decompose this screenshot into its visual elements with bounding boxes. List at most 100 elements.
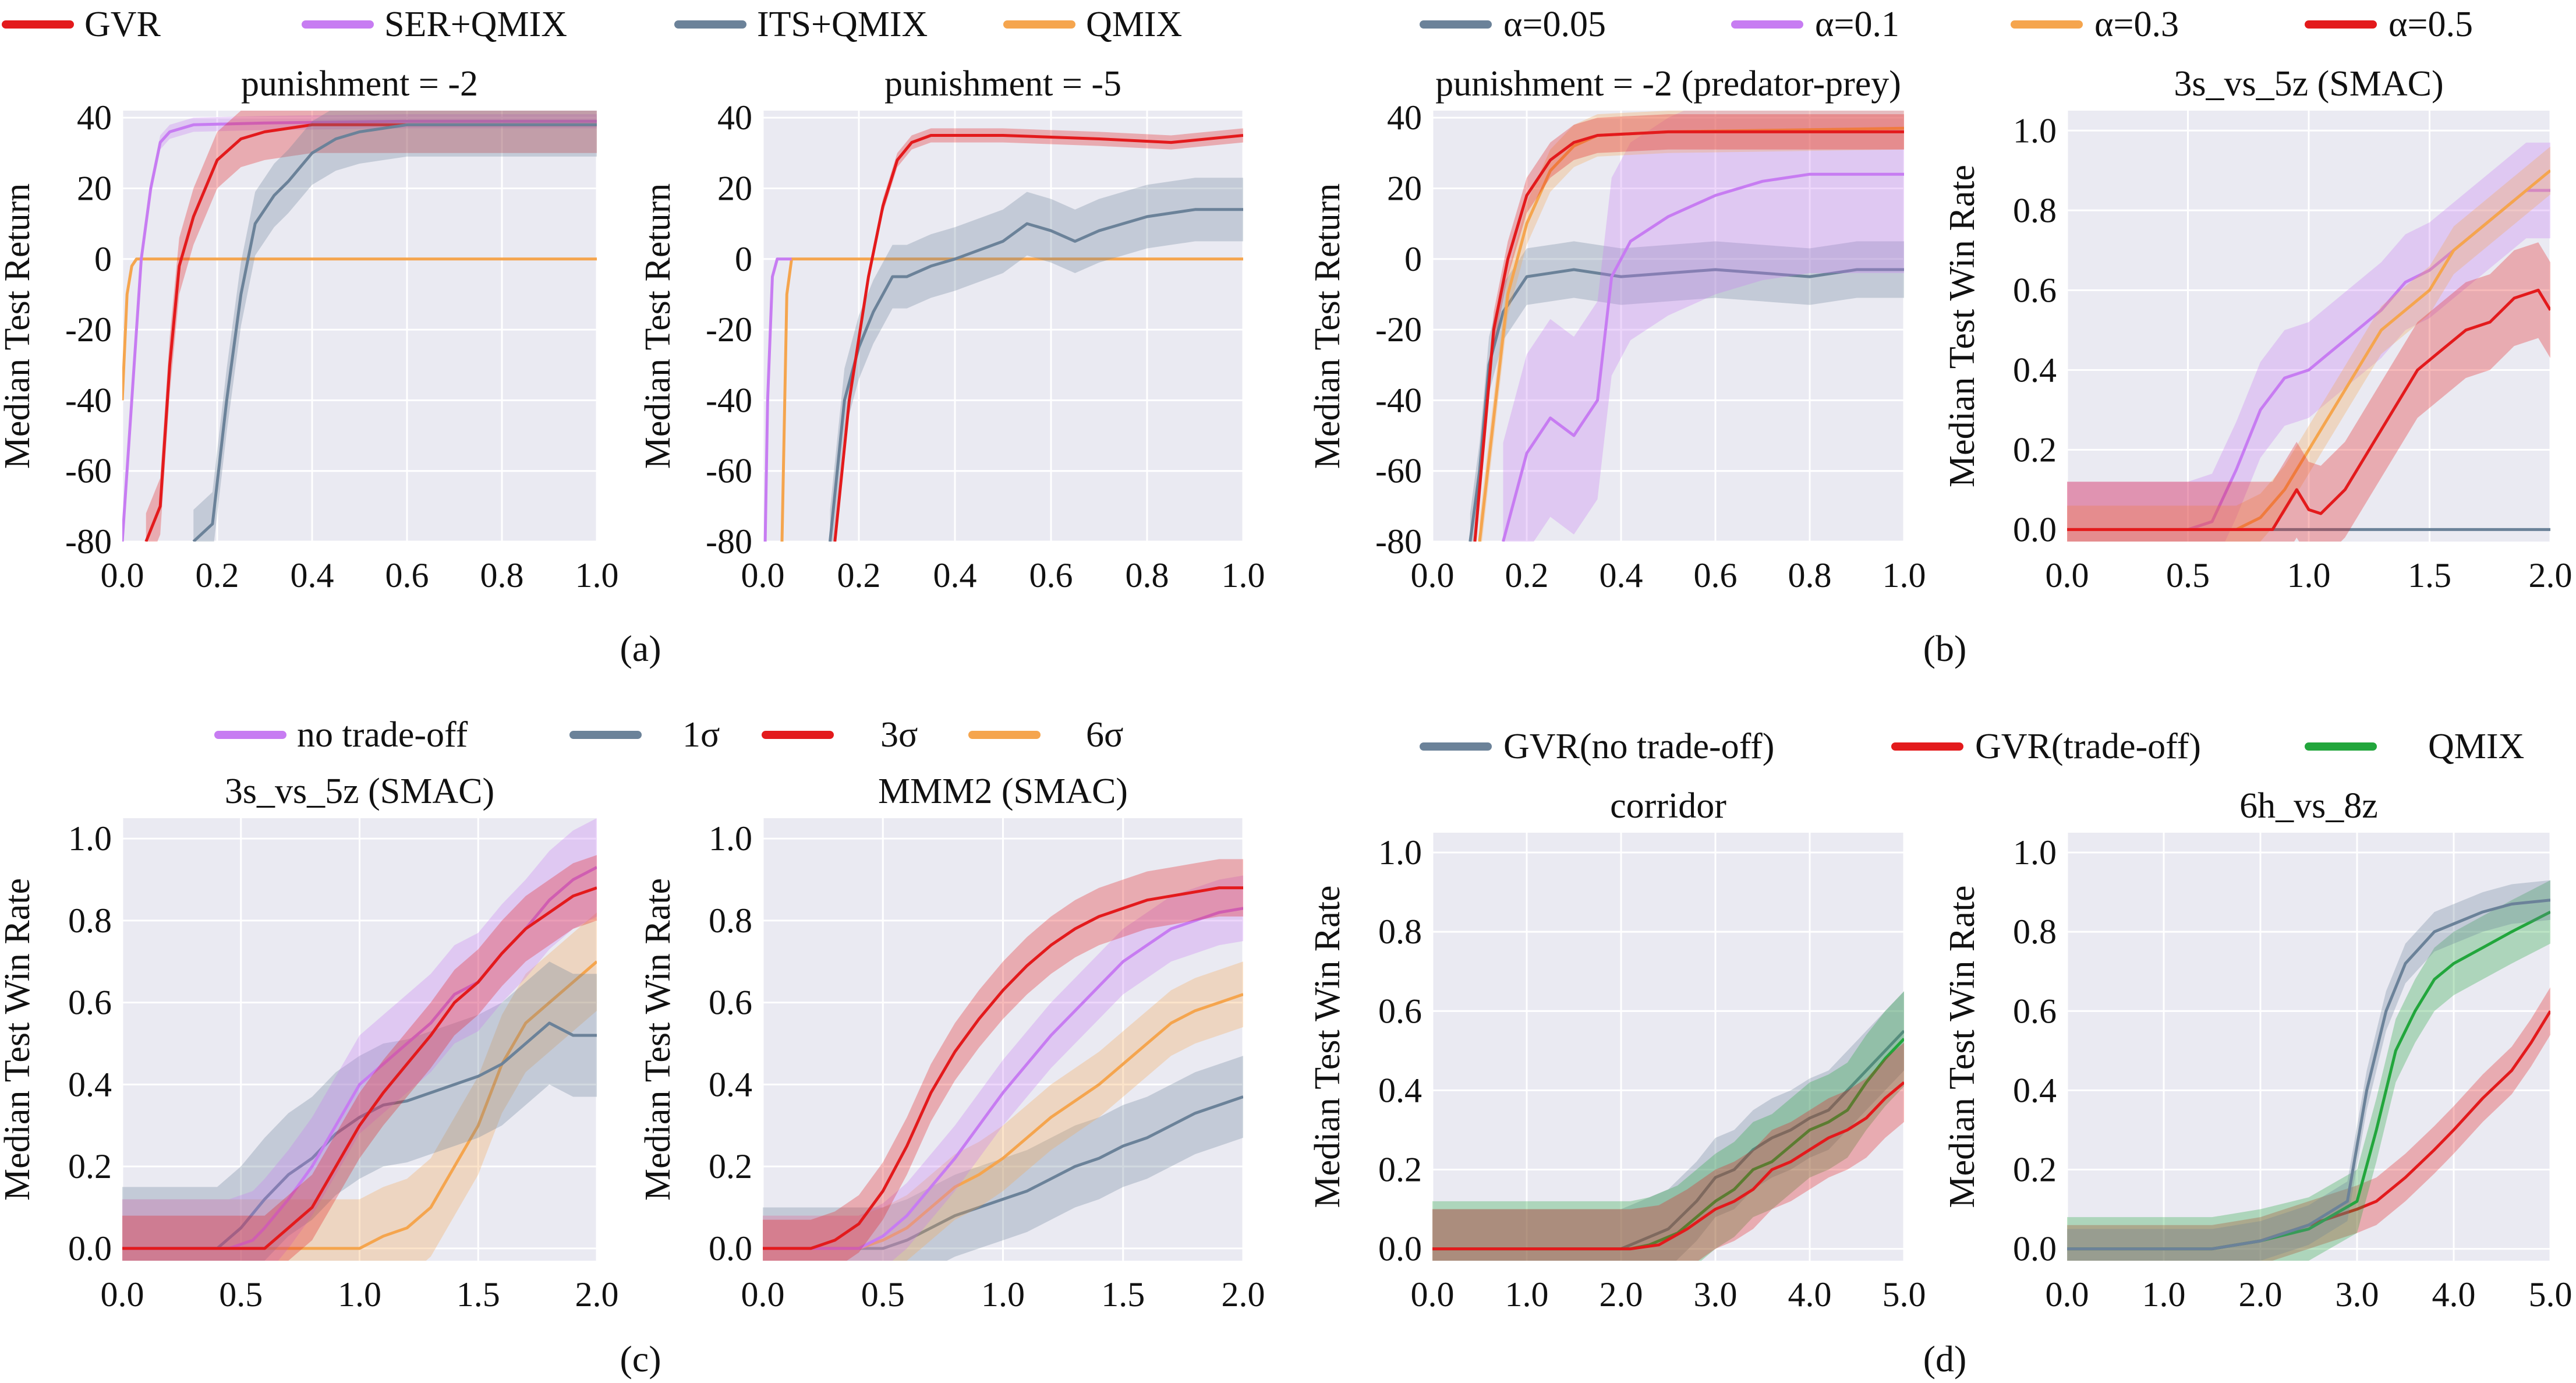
y-tick-label: 0.2 (2013, 1150, 2057, 1189)
chart-panel-d-right: 0.0 1.0 2.0 3.0 4.0 5.0 0.0 0.2 0.4 0.6 0.8 1.0 6h_v… (1942, 786, 2573, 1314)
chart-title: 3s_vs_5z (SMAC) (225, 772, 494, 811)
x-tick-label: 1.0 (2287, 556, 2331, 595)
y-tick-label: -40 (1375, 381, 1422, 419)
series-layer (763, 859, 1243, 1261)
y-tick-label: -60 (65, 452, 112, 490)
y-tick-label: 0.8 (1378, 912, 1422, 951)
y-axis-label: Median Test Win Rate (1942, 165, 1982, 487)
series-band (122, 961, 597, 1261)
x-tick-label: 1.5 (2408, 556, 2451, 595)
x-tick-label: 3.0 (2336, 1275, 2379, 1314)
series-band (193, 111, 597, 542)
caption-b: (b) (1923, 628, 1967, 669)
x-tick-label: 0.0 (741, 1275, 785, 1314)
x-tick-label: 1.0 (338, 1275, 381, 1314)
caption-a: (a) (620, 628, 661, 669)
y-tick-label: 0.2 (2013, 430, 2057, 469)
x-tick-label: 4.0 (1788, 1275, 1832, 1314)
x-tick-label: 0.0 (2046, 1275, 2089, 1314)
x-tick-label: 0.4 (291, 556, 334, 595)
series-band (122, 855, 597, 1261)
chart-panel-b-left: 0.0 0.2 0.4 0.6 0.8 1.0 -80 -60 -40 -20 0 20 40 punis… (1308, 64, 1926, 595)
plot-area (1432, 111, 1904, 542)
plot-area (2067, 833, 2550, 1261)
series-layer (2067, 142, 2550, 542)
legend-label-1sigma: 1σ (682, 715, 720, 755)
y-tick-label: 40 (717, 98, 752, 137)
y-tick-label: 0.0 (2013, 510, 2057, 549)
series-line (1473, 130, 1904, 542)
series-line (763, 1095, 1243, 1250)
legend-label-3sigma: 3σ (880, 715, 918, 755)
y-tick-label: 0.2 (68, 1147, 112, 1186)
series-layer (763, 128, 1243, 542)
x-tick-label: 0.5 (861, 1275, 905, 1314)
series-line (1469, 268, 1904, 542)
y-tick-label: 0.6 (68, 984, 112, 1022)
y-axis-label: Median Test Return (0, 183, 37, 469)
y-tick-label: -60 (1375, 452, 1422, 490)
series-line (122, 1021, 597, 1250)
y-tick-label: 40 (1387, 98, 1422, 137)
y-tick-label: 20 (717, 169, 752, 207)
series-layer (1469, 111, 1904, 542)
series-line (2067, 288, 2550, 531)
y-tick-label: 40 (77, 98, 112, 137)
series-layer (2067, 880, 2550, 1261)
y-axis-label: Median Test Return (638, 183, 678, 469)
x-tick-label: 2.0 (2239, 1275, 2283, 1314)
series-line (122, 866, 597, 1250)
y-tick-label: 0.8 (68, 901, 112, 940)
series-band (763, 875, 1243, 1261)
series-band (2067, 880, 2550, 1261)
chart-panel-d-left: 0.0 1.0 2.0 3.0 4.0 5.0 0.0 0.2 0.4 0.6 0.8 1.0 corr… (1308, 786, 1926, 1314)
series-band (830, 178, 1243, 542)
series-band (763, 961, 1243, 1261)
y-axis-label: Median Test Win Rate (0, 878, 37, 1201)
series-line (2067, 169, 2550, 531)
series-band (2067, 987, 2550, 1261)
x-tick-label: 0.4 (1600, 556, 1643, 595)
y-tick-label: -80 (706, 522, 752, 561)
series-band (2067, 880, 2550, 1261)
legend-label-alpha-01: α=0.1 (1815, 5, 1899, 44)
y-tick-label: 0.2 (1378, 1150, 1422, 1189)
x-tick-label: 4.0 (2432, 1275, 2476, 1314)
x-tick-label: 0.6 (385, 556, 429, 595)
legend-label-no-trade-off: no trade-off (297, 715, 468, 755)
y-tick-label: 0.4 (709, 1065, 752, 1103)
series-band (122, 912, 597, 1261)
x-tick-label: 0.2 (1505, 556, 1549, 595)
y-tick-label: 0.6 (1378, 992, 1422, 1030)
series-band (763, 859, 1243, 1261)
x-tick-label: 0.8 (480, 556, 524, 595)
x-tick-label: 0.6 (1694, 556, 1738, 595)
series-line (763, 993, 1243, 1250)
legend-label-6sigma: 6σ (1086, 715, 1123, 755)
x-tick-label: 1.5 (1101, 1275, 1145, 1314)
x-tick-label: 1.0 (1505, 1275, 1549, 1314)
chart-panel-c-right: 0.0 0.5 1.0 1.5 2.0 0.0 0.2 0.4 0.6 0.8 1.0 MMM2 (S… (638, 772, 1265, 1314)
y-tick-label: 20 (77, 169, 112, 207)
x-tick-label: 2.0 (1222, 1275, 1265, 1314)
legend-label-alpha-005: α=0.05 (1503, 5, 1606, 44)
series-line (829, 208, 1243, 542)
series-line (833, 134, 1243, 542)
y-tick-label: -40 (706, 381, 752, 419)
series-band (1432, 991, 1904, 1261)
x-tick-label: 0.2 (837, 556, 881, 595)
series-line (780, 257, 1243, 542)
series-line (1432, 1081, 1904, 1251)
y-axis-label: Median Test Return (1308, 183, 1347, 469)
chart-panel-a-right: 0.0 0.2 0.4 0.6 0.8 1.0 -80 -60 -40 -20 0 20 40 punis… (638, 64, 1265, 595)
legend-label-alpha-03: α=0.3 (2094, 5, 2179, 44)
y-tick-label: 1.0 (2013, 833, 2057, 872)
y-tick-label: 0.0 (709, 1229, 752, 1268)
chart-title: punishment = -2 (241, 64, 478, 104)
y-tick-label: -80 (1375, 522, 1422, 561)
x-tick-label: 2.0 (2529, 556, 2573, 595)
x-tick-label: 0.0 (2046, 556, 2089, 595)
legend-a: GVR SER+QMIX ITS+QMIX QMIX (2, 5, 1182, 44)
y-tick-label: 0.0 (68, 1229, 112, 1268)
